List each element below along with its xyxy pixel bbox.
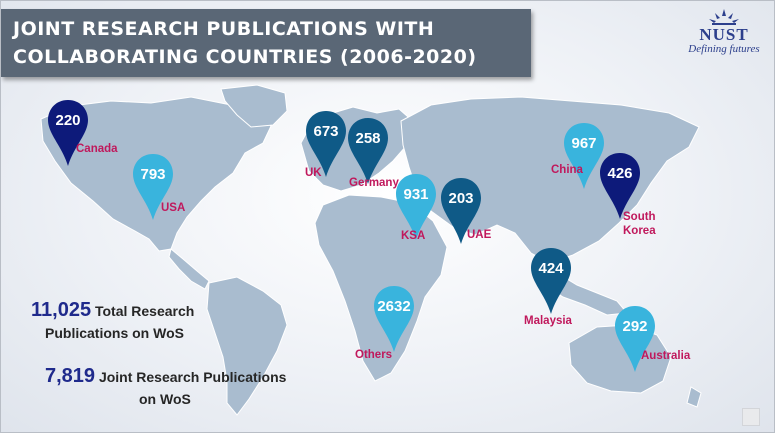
pin-value-usa: 793 bbox=[140, 166, 166, 183]
label-ksa: KSA bbox=[401, 230, 426, 242]
pin-china: 967 bbox=[560, 121, 608, 191]
stat-joint-label-line1: Joint Research Publications bbox=[98, 369, 287, 385]
new-zealand-landmass bbox=[686, 386, 702, 408]
stat-joint-label-line2: on WoS bbox=[139, 391, 191, 407]
pin-value-china: 967 bbox=[571, 135, 597, 152]
title-banner: JOINT RESEARCH PUBLICATIONS WITH COLLABO… bbox=[1, 9, 531, 77]
nust-logo: NUST Defining futures bbox=[684, 7, 764, 55]
pin-south-korea: 426 bbox=[596, 151, 644, 221]
pin-value-malaysia: 424 bbox=[538, 260, 564, 277]
label-australia: Australia bbox=[641, 350, 691, 362]
label-usa: USA bbox=[161, 202, 186, 214]
pin-value-ksa: 931 bbox=[403, 186, 429, 203]
title-line-1: JOINT RESEARCH PUBLICATIONS WITH bbox=[13, 18, 435, 40]
label-malaysia: Malaysia bbox=[524, 315, 572, 327]
pin-value-uk: 673 bbox=[313, 123, 339, 140]
pin-value-south-korea: 426 bbox=[607, 165, 633, 182]
central-america-landmass bbox=[168, 248, 210, 290]
map-pin-icon bbox=[615, 306, 655, 372]
map-pin-icon bbox=[48, 100, 88, 166]
label-uk: UK bbox=[305, 167, 322, 179]
pin-value-canada: 220 bbox=[55, 112, 81, 129]
slide-corner-control[interactable] bbox=[742, 408, 760, 426]
logo-tagline: Defining futures bbox=[688, 43, 760, 55]
stat-total-label-line2: Publications on WoS bbox=[45, 325, 184, 341]
greenland-landmass bbox=[220, 84, 288, 128]
south-america-landmass bbox=[206, 276, 288, 416]
pin-canada: 220 bbox=[44, 98, 92, 168]
map-pin-icon bbox=[348, 118, 388, 184]
stat-total: 11,025 Total Research Publications on Wo… bbox=[31, 299, 231, 344]
stat-total-value: 11,025 bbox=[31, 299, 92, 321]
pin-australia: 292 bbox=[611, 304, 659, 374]
pin-value-uae: 203 bbox=[448, 190, 474, 207]
pin-usa: 793 bbox=[129, 152, 177, 222]
map-pin-icon bbox=[441, 178, 481, 244]
pin-value-germany: 258 bbox=[355, 130, 381, 147]
label-others: Others bbox=[355, 349, 393, 361]
pin-uk: 673 bbox=[302, 109, 350, 179]
map-pin-icon bbox=[306, 111, 346, 177]
pin-germany: 258 bbox=[344, 116, 392, 186]
pin-value-australia: 292 bbox=[622, 318, 648, 335]
label-china: China bbox=[551, 164, 583, 176]
stat-total-label-line1: Total Research bbox=[94, 303, 195, 319]
label-uae: UAE bbox=[467, 229, 492, 241]
label-canada: Canada bbox=[76, 143, 118, 155]
map-pin-icon bbox=[531, 248, 571, 314]
map-pin-icon bbox=[600, 153, 640, 219]
map-pin-icon bbox=[396, 174, 436, 240]
pin-malaysia: 424 bbox=[527, 246, 575, 316]
stat-joint-value: 7,819 bbox=[45, 365, 96, 387]
pin-uae: 203 bbox=[437, 176, 485, 246]
pin-others: 2632 bbox=[370, 284, 418, 354]
map-pin-icon bbox=[133, 154, 173, 220]
title-line-2: COLLABORATING COUNTRIES (2006-2020) bbox=[13, 46, 477, 68]
logo-name: NUST bbox=[699, 25, 749, 44]
map-pin-icon bbox=[564, 123, 604, 189]
nust-emblem-icon bbox=[709, 9, 739, 25]
pin-ksa: 931 bbox=[392, 172, 440, 242]
stat-joint: 7,819 Joint Research Publications on WoS bbox=[45, 365, 305, 410]
asia-landmass bbox=[400, 96, 700, 264]
label-germany: Germany bbox=[349, 177, 399, 189]
map-pin-icon bbox=[374, 286, 414, 352]
label-south-korea: South Korea bbox=[623, 211, 656, 237]
pin-value-others: 2632 bbox=[377, 298, 411, 315]
